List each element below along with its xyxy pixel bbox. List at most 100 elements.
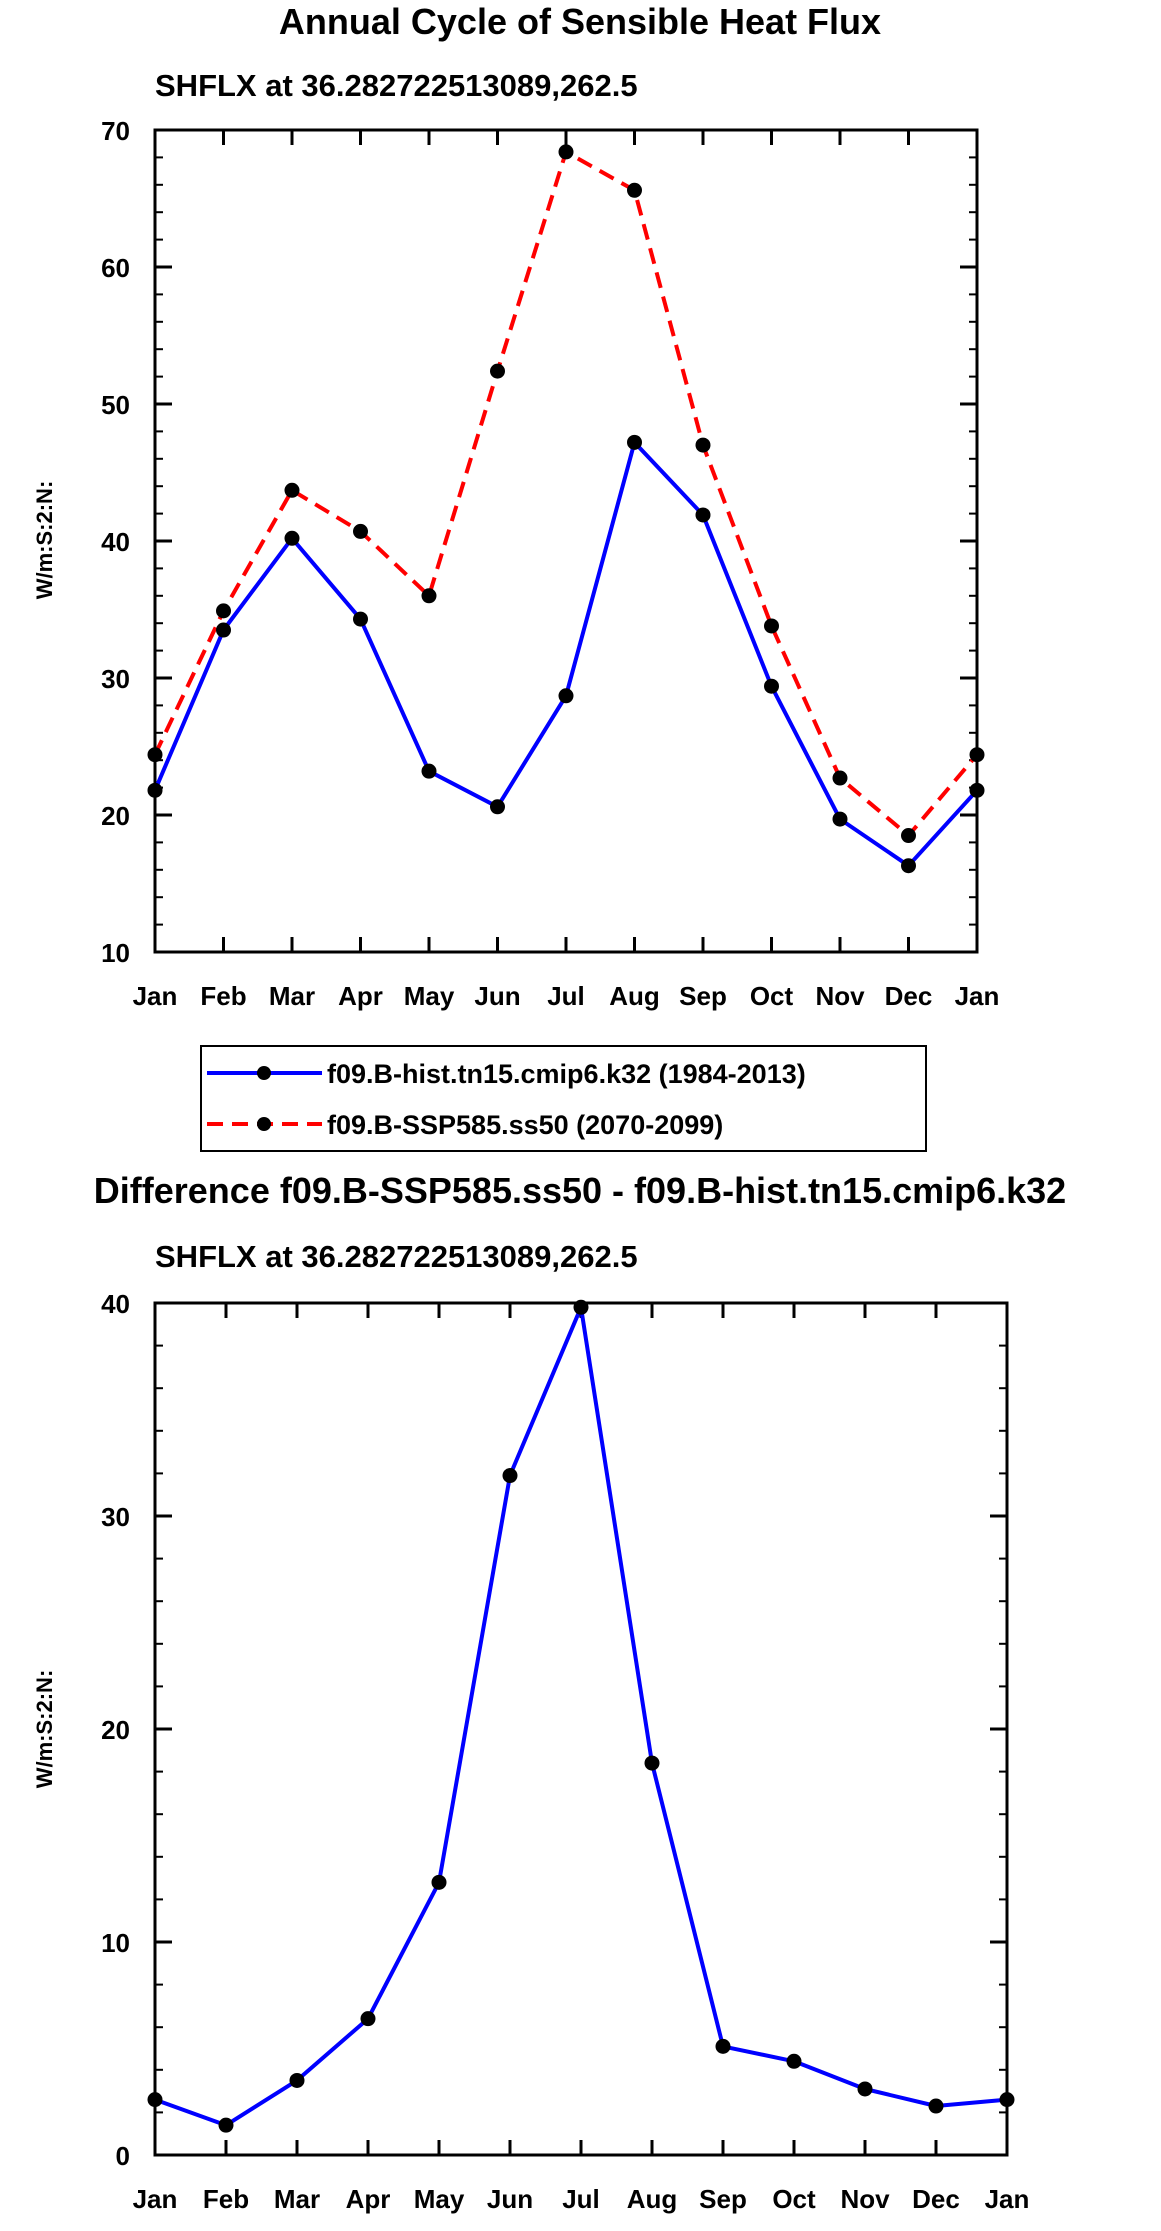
- chart2-y-tick-label: 10: [101, 1928, 130, 1958]
- chart1-series-0-point: [353, 611, 368, 627]
- chart2-series-0-line: [154, 1305, 1008, 2128]
- chart2-y-axis-label: W/m:S:2:N:: [32, 1670, 57, 1789]
- chart2-series-0-point: [786, 2053, 802, 2069]
- chart1-series-1-point: [421, 588, 437, 604]
- chart2-x-tick-label: Jan: [985, 2184, 1030, 2214]
- chart1-series-1-point: [284, 482, 300, 498]
- chart1-series-0-point: [832, 811, 848, 827]
- chart1-x-tick-label: Jul: [547, 981, 585, 1011]
- chart1-series-1-point: [901, 828, 916, 844]
- chart2-x-tick-label: Apr: [346, 2184, 391, 2214]
- chart1-x-tick-label: Jun: [474, 981, 520, 1011]
- chart2-subtitle: SHFLX at 36.282722513089,262.5: [155, 1239, 638, 1274]
- chart2-series-0-point: [360, 2011, 376, 2027]
- chart1-title: Annual Cycle of Sensible Heat Flux: [279, 1, 881, 42]
- chart1-series-1-line: [153, 149, 979, 838]
- chart2-series-0-point: [289, 2072, 305, 2088]
- chart1-series-0-point: [558, 688, 574, 704]
- chart1-y-tick-label: 10: [101, 938, 130, 968]
- legend-ssp-label: f09.B-SSP585.ss50 (2070-2099): [327, 1110, 723, 1140]
- chart2-series-0-point: [999, 2092, 1015, 2108]
- legend-entry-hist: f09.B-hist.tn15.cmip6.k32 (1984-2013): [207, 1059, 806, 1089]
- chart1-x-tick-label: Apr: [338, 981, 383, 1011]
- chart1-series-0-point: [627, 434, 642, 450]
- chart1-x-tick-label: Aug: [609, 981, 660, 1011]
- chart1-series-0-point: [284, 530, 300, 546]
- chart1-y-tick-label: 30: [101, 664, 130, 694]
- legend-box: [200, 1045, 927, 1152]
- chart1-series-0-point: [764, 678, 779, 694]
- chart1-series-0-point: [216, 622, 231, 638]
- chart2-x-tick-label: Sep: [699, 2184, 747, 2214]
- chart1-series-0-point: [421, 763, 437, 779]
- chart1-series-0-point: [695, 507, 711, 523]
- legend-entry-ssp: f09.B-SSP585.ss50 (2070-2099): [207, 1110, 723, 1140]
- chart1-x-tick-label: Feb: [200, 981, 246, 1011]
- chart2-series-0-point: [573, 1299, 589, 1315]
- chart1-y-tick-label: 40: [101, 527, 130, 557]
- legend-ssp-marker: [257, 1117, 271, 1131]
- chart1-x-tick-label: Oct: [750, 981, 794, 1011]
- chart1-x-tick-label: Jan: [955, 981, 1000, 1011]
- chart2-plot-frame: [153, 1301, 1009, 2157]
- chart1-x-tick-label: Sep: [679, 981, 727, 1011]
- chart2-x-tick-label: Jun: [487, 2184, 533, 2214]
- chart2-x-tick-label: Jan: [133, 2184, 178, 2214]
- chart1-series-1-point: [353, 523, 368, 539]
- chart1-series-1-point: [695, 437, 711, 453]
- chart1-series-1-point: [832, 770, 848, 786]
- chart2-x-tick-label: Oct: [772, 2184, 816, 2214]
- chart1-axes: Jan Feb Mar Apr May Jun Jul Aug Sep Oct Nov Dec Jan1…: [101, 116, 999, 1011]
- chart1-x-tick-label: Mar: [269, 981, 315, 1011]
- chart1-y-tick-label: 20: [101, 801, 130, 831]
- chart1-series-1-point: [490, 363, 505, 379]
- chart1-series-0-point: [147, 782, 163, 798]
- chart1-series-1-point: [969, 747, 985, 763]
- chart1-series-1-point: [216, 603, 231, 619]
- chart2-y-tick-label: 20: [101, 1715, 130, 1745]
- chart1-series-0-point: [490, 799, 505, 815]
- chart1-x-tick-label: May: [404, 981, 455, 1011]
- chart2-x-tick-label: Mar: [274, 2184, 320, 2214]
- chart1-y-axis-label: W/m:S:2:N:: [32, 481, 57, 600]
- chart2-series-0-point: [715, 2038, 731, 2054]
- legend-hist-marker: [257, 1066, 271, 1080]
- annual-cycle-chart: Annual Cycle of Sensible Heat Flux SHFLX…: [32, 1, 999, 1152]
- legend: f09.B-hist.tn15.cmip6.k32 (1984-2013) f0…: [200, 1045, 927, 1152]
- chart1-series: [147, 144, 985, 874]
- chart2-series-0-point: [928, 2098, 944, 2114]
- chart2-x-tick-label: May: [414, 2184, 465, 2214]
- chart1-series-1-point: [627, 182, 642, 198]
- chart1-series-0-point: [901, 858, 916, 874]
- chart2-series-0-point: [218, 2117, 234, 2133]
- chart1-x-tick-label: Jan: [133, 981, 178, 1011]
- chart2-series-0-point: [644, 1755, 660, 1771]
- chart2-y-tick-label: 0: [116, 2141, 130, 2171]
- chart1-y-tick-label: 50: [101, 390, 130, 420]
- chart2-title: Difference f09.B-SSP585.ss50 - f09.B-his…: [94, 1170, 1066, 1211]
- chart2-series: [147, 1299, 1015, 2133]
- chart2-series-0-point: [431, 1874, 447, 1890]
- chart2-series-0-point: [857, 2081, 873, 2097]
- chart1-x-tick-label: Nov: [815, 981, 865, 1011]
- chart1-y-tick-label: 70: [101, 116, 130, 146]
- chart2-series-0-point: [502, 1468, 518, 1484]
- chart1-series-1-point: [764, 618, 779, 634]
- chart1-series-0-point: [969, 782, 985, 798]
- chart1-series-0-line: [153, 440, 979, 868]
- chart1-series-1-point: [558, 144, 574, 160]
- chart1-y-tick-label: 60: [101, 253, 130, 283]
- chart1-x-tick-label: Dec: [885, 981, 933, 1011]
- chart1-series-1-point: [147, 747, 163, 763]
- chart2-y-tick-label: 30: [101, 1502, 130, 1532]
- legend-hist-label: f09.B-hist.tn15.cmip6.k32 (1984-2013): [327, 1059, 806, 1089]
- chart2-x-tick-label: Feb: [203, 2184, 249, 2214]
- chart2-x-tick-label: Aug: [627, 2184, 678, 2214]
- chart2-x-tick-label: Jul: [562, 2184, 600, 2214]
- chart2-axes: Jan Feb Mar Apr May Jun Jul Aug Sep Oct Nov Dec Jan0…: [101, 1289, 1029, 2214]
- chart2-y-tick-label: 40: [101, 1289, 130, 1319]
- chart2-x-tick-label: Nov: [840, 2184, 890, 2214]
- difference-chart: Difference f09.B-SSP585.ss50 - f09.B-his…: [32, 1170, 1066, 2214]
- chart2-x-tick-label: Dec: [912, 2184, 960, 2214]
